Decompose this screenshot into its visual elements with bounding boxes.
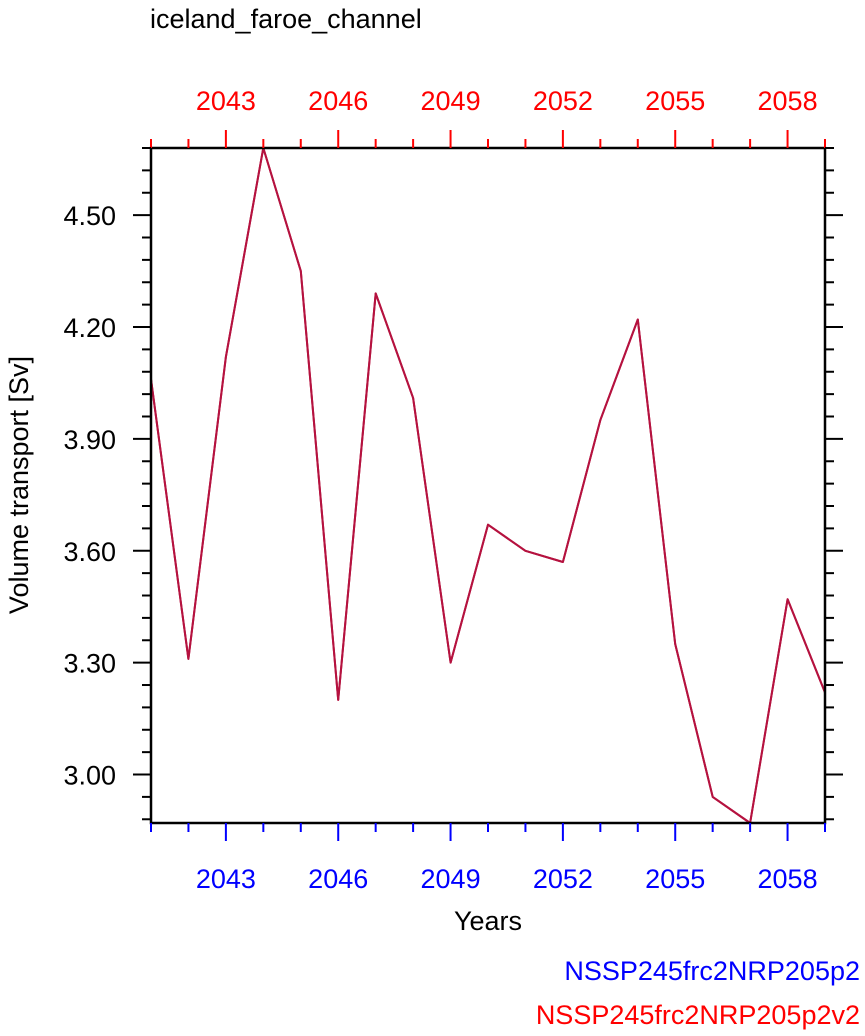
x-tick-label-bottom: 2046 <box>308 864 368 894</box>
tick-labels: 2043 2043 2046 2046 2049 2049 2052 2052 2055 2055… <box>63 86 817 894</box>
plot-frame <box>149 146 827 825</box>
y-tick-label: 3.00 <box>63 761 116 791</box>
y-tick-label: 4.50 <box>63 201 116 231</box>
x-tick-label-bottom: 2052 <box>533 864 593 894</box>
x-tick-label-top: 2052 <box>533 86 593 116</box>
x-tick-label-top: 2043 <box>196 86 256 116</box>
x-tick-label-bottom: 2058 <box>758 864 818 894</box>
axis-ticks <box>133 130 843 841</box>
x-axis-label: Years <box>454 906 522 936</box>
x-tick-label-bottom: 2043 <box>196 864 256 894</box>
y-tick-label: 3.60 <box>63 537 116 567</box>
x-tick-label-bottom: 2049 <box>421 864 481 894</box>
x-tick-label-bottom: 2055 <box>645 864 705 894</box>
y-tick-label: 3.30 <box>63 649 116 679</box>
y-tick-label: 4.20 <box>63 313 116 343</box>
x-tick-label-top: 2055 <box>645 86 705 116</box>
chart-title: iceland_faroe_channel <box>150 4 422 34</box>
x-tick-label-top: 2046 <box>308 86 368 116</box>
y-tick-label: 3.90 <box>63 425 116 455</box>
x-tick-label-top: 2058 <box>758 86 818 116</box>
plot-area <box>149 146 827 825</box>
legend-entry-1: NSSP245frc2NRP205p2 <box>564 956 860 986</box>
legend-entry-2: NSSP245frc2NRP205p2v2 <box>536 1000 860 1030</box>
series-line-1 <box>150 147 826 824</box>
series-line-2 <box>150 147 826 824</box>
x-tick-label-top: 2049 <box>421 86 481 116</box>
y-axis-label: Volume transport [Sv] <box>4 356 34 614</box>
